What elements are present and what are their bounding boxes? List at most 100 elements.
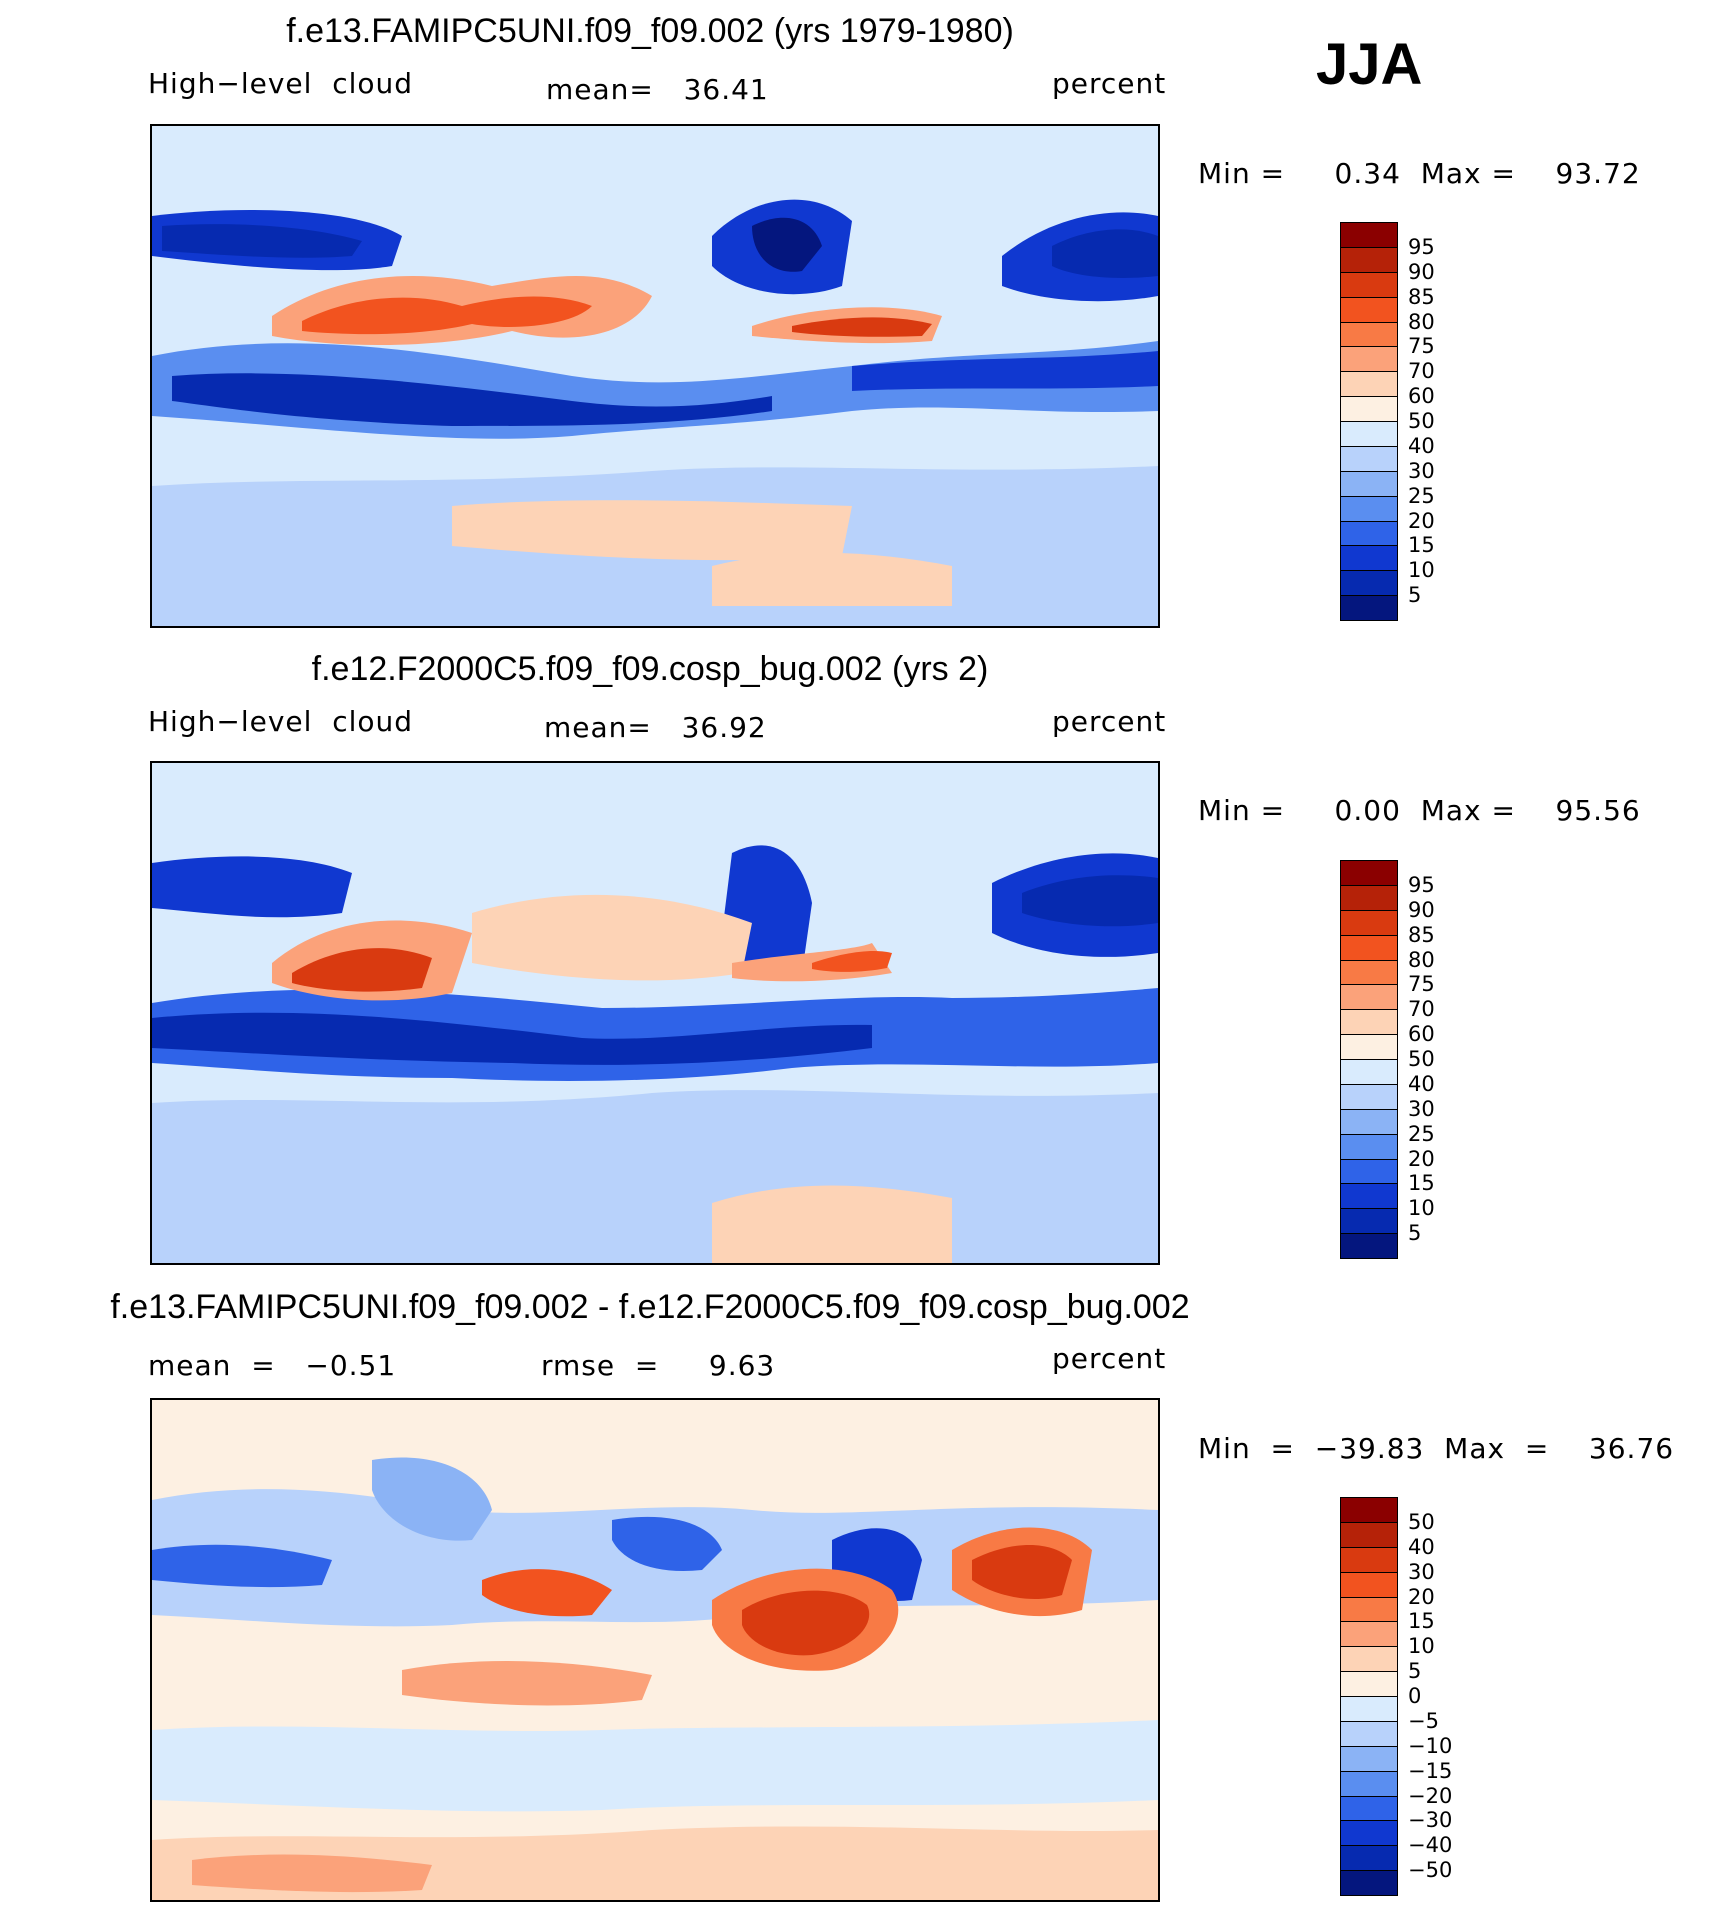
panel-2-colorbar-swatch xyxy=(1340,1034,1398,1060)
panel-3-colorbar-tick-label: 20 xyxy=(1408,1584,1435,1609)
panel-2-colorbar-swatch xyxy=(1340,1108,1398,1135)
panel-2-colorbar-swatch xyxy=(1340,1183,1398,1210)
panel-2-colorbar-tick-label: 5 xyxy=(1408,1221,1422,1246)
panel-3-colorbar-tick-label: −40 xyxy=(1408,1833,1453,1858)
panel-3-colorbar-tick-label: 50 xyxy=(1408,1509,1435,1534)
panel-1-colorbar-swatch xyxy=(1340,346,1398,373)
panel-1-colorbar-swatch xyxy=(1340,520,1398,547)
panel-1-colorbar-swatch xyxy=(1340,321,1398,348)
panel-2-colorbar-tick-label: 80 xyxy=(1408,947,1435,972)
panel-2-colorbar-swatch xyxy=(1340,909,1398,936)
panel-1-colorbar-swatch xyxy=(1340,495,1398,522)
panel-1-colorbar-tick-label: 95 xyxy=(1408,234,1435,259)
panel-2-map-svg xyxy=(152,763,1158,1263)
panel-3-colorbar-swatch xyxy=(1340,1745,1398,1772)
panel-2-colorbar-swatch xyxy=(1340,860,1398,886)
panel-1-colorbar-tick-label: 25 xyxy=(1408,483,1435,508)
panel-1-colorbar-tick-label: 10 xyxy=(1408,558,1435,583)
panel-2-colorbar-tick-label: 90 xyxy=(1408,897,1435,922)
panel-1-colorbar-swatch xyxy=(1340,421,1398,447)
panel-3-colorbar-swatch xyxy=(1340,1795,1398,1822)
panel-2-colorbar-swatch xyxy=(1340,1208,1398,1235)
panel-3-mean-label: mean = −0.51 xyxy=(148,1349,397,1382)
panel-2-minmax: Min = 0.00 Max = 95.56 xyxy=(1198,794,1641,827)
panel-1-colorbar-tick-label: 15 xyxy=(1408,533,1435,558)
panel-2-colorbar-swatch xyxy=(1340,1083,1398,1110)
panel-1-colorbar-swatch xyxy=(1340,545,1398,572)
panel-2-colorbar-tick-label: 10 xyxy=(1408,1196,1435,1221)
panel-3-map xyxy=(150,1398,1160,1902)
panel-2-colorbar-tick-label: 70 xyxy=(1408,997,1435,1022)
panel-1-colorbar-tick-label: 20 xyxy=(1408,508,1435,533)
panel-3-colorbar-swatch xyxy=(1340,1870,1398,1896)
panel-2-colorbar-swatch xyxy=(1340,984,1398,1011)
panel-2-colorbar-swatch xyxy=(1340,1233,1398,1259)
panel-2-colorbar-tick-label: 95 xyxy=(1408,872,1435,897)
panel-1-colorbar-tick-label: 80 xyxy=(1408,309,1435,334)
panel-2-colorbar-tick-label: 40 xyxy=(1408,1071,1435,1096)
panel-3-colorbar-swatch xyxy=(1340,1720,1398,1747)
panel-3-colorbar-swatch xyxy=(1340,1621,1398,1648)
panel-1-variable-label: High−level cloud xyxy=(148,67,414,100)
panel-1-colorbar-tick-label: 60 xyxy=(1408,384,1435,409)
panel-1-colorbar-tick-label: 40 xyxy=(1408,433,1435,458)
panel-3-minmax: Min = −39.83 Max = 36.76 xyxy=(1198,1432,1675,1465)
panel-1-colorbar-swatch xyxy=(1340,246,1398,273)
panel-3-colorbar-swatch xyxy=(1340,1770,1398,1797)
panel-3-colorbar: 50 40 30 20 15 10 5 0 −5 −10 −15 −20 −30 −40 −50 xyxy=(1340,1497,1452,1896)
panel-3-colorbar-swatch xyxy=(1340,1820,1398,1847)
panel-1-mean-label: mean= 36.41 xyxy=(546,73,769,106)
panel-2-colorbar-swatch xyxy=(1340,884,1398,911)
panel-2-colorbar-tick-label: 60 xyxy=(1408,1022,1435,1047)
panel-2-map xyxy=(150,761,1160,1265)
panel-2-mean-label: mean= 36.92 xyxy=(544,711,767,744)
panel-1-map-svg xyxy=(152,126,1158,626)
panel-3-colorbar-tick-label: 0 xyxy=(1408,1684,1422,1708)
panel-3-colorbar-swatch xyxy=(1340,1571,1398,1598)
panel-3-colorbar-tick-label: 5 xyxy=(1408,1659,1422,1684)
panel-3-colorbar-swatch xyxy=(1340,1497,1398,1523)
panel-3-colorbar-swatch xyxy=(1340,1671,1398,1697)
panel-2-colorbar-tick-label: 75 xyxy=(1408,972,1435,997)
panel-3-colorbar-swatch xyxy=(1340,1546,1398,1573)
panel-2-title: f.e12.F2000C5.f09_f09.cosp_bug.002 (yrs … xyxy=(311,650,989,688)
panel-2-colorbar-tick-label: 50 xyxy=(1408,1047,1435,1071)
panel-3-colorbar-tick-label: −50 xyxy=(1408,1858,1453,1883)
panel-1-colorbar-tick-label: 70 xyxy=(1408,359,1435,384)
panel-2-colorbar-tick-label: 20 xyxy=(1408,1146,1435,1171)
panel-1-colorbar: 95 90 85 80 75 70 60 50 40 30 25 20 15 10 5 xyxy=(1340,222,1435,621)
panel-3-colorbar-tick-label: −20 xyxy=(1408,1783,1453,1808)
panel-3-units-label: percent xyxy=(1052,1342,1167,1375)
panel-3-colorbar-tick-label: 15 xyxy=(1408,1609,1435,1634)
panel-1-colorbar-tick-label: 5 xyxy=(1408,583,1422,608)
panel-2-colorbar-swatch xyxy=(1340,1133,1398,1160)
panel-3-colorbar-tick-label: 30 xyxy=(1408,1559,1435,1584)
panel-3-colorbar-swatch xyxy=(1340,1646,1398,1673)
panel-1-colorbar-tick-label: 85 xyxy=(1408,284,1435,309)
panel-3-colorbar-tick-label: −15 xyxy=(1408,1758,1453,1783)
panel-3-title: f.e13.FAMIPC5UNI.f09_f09.002 - f.e12.F20… xyxy=(110,1288,1190,1326)
panel-3-map-svg xyxy=(152,1400,1158,1900)
panel-1-colorbar-swatch xyxy=(1340,296,1398,323)
panel-2-colorbar-tick-label: 25 xyxy=(1408,1121,1435,1146)
panel-1-colorbar-swatch xyxy=(1340,271,1398,298)
panel-2-colorbar-swatch xyxy=(1340,1158,1398,1185)
panel-2-colorbar-swatch xyxy=(1340,1009,1398,1036)
panel-1-colorbar-tick-label: 30 xyxy=(1408,458,1435,483)
panel-1-units-label: percent xyxy=(1052,67,1167,100)
panel-2-colorbar-swatch xyxy=(1340,934,1398,961)
panel-3-rmse-label: rmse = 9.63 xyxy=(541,1349,776,1382)
panel-1-map xyxy=(150,124,1160,628)
season-label: JJA xyxy=(1316,32,1423,97)
panel-2-colorbar: 95 90 85 80 75 70 60 50 40 30 25 20 15 10 5 xyxy=(1340,860,1435,1259)
panel-3-colorbar-swatch xyxy=(1340,1845,1398,1872)
panel-1-minmax: Min = 0.34 Max = 93.72 xyxy=(1198,157,1641,190)
panel-1-colorbar-tick-label: 50 xyxy=(1408,409,1435,433)
panel-2-colorbar-tick-label: 15 xyxy=(1408,1171,1435,1196)
panel-1-colorbar-tick-label: 75 xyxy=(1408,334,1435,359)
panel-1-colorbar-swatch xyxy=(1340,470,1398,497)
panel-1-colorbar-swatch xyxy=(1340,222,1398,248)
panel-3-colorbar-tick-label: 40 xyxy=(1408,1534,1435,1559)
panel-2-colorbar-swatch xyxy=(1340,959,1398,986)
panel-3-colorbar-tick-label: −30 xyxy=(1408,1808,1453,1833)
